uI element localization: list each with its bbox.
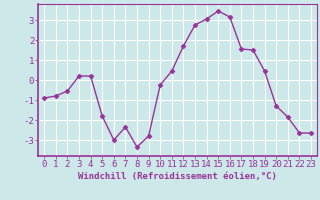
X-axis label: Windchill (Refroidissement éolien,°C): Windchill (Refroidissement éolien,°C) (78, 172, 277, 181)
